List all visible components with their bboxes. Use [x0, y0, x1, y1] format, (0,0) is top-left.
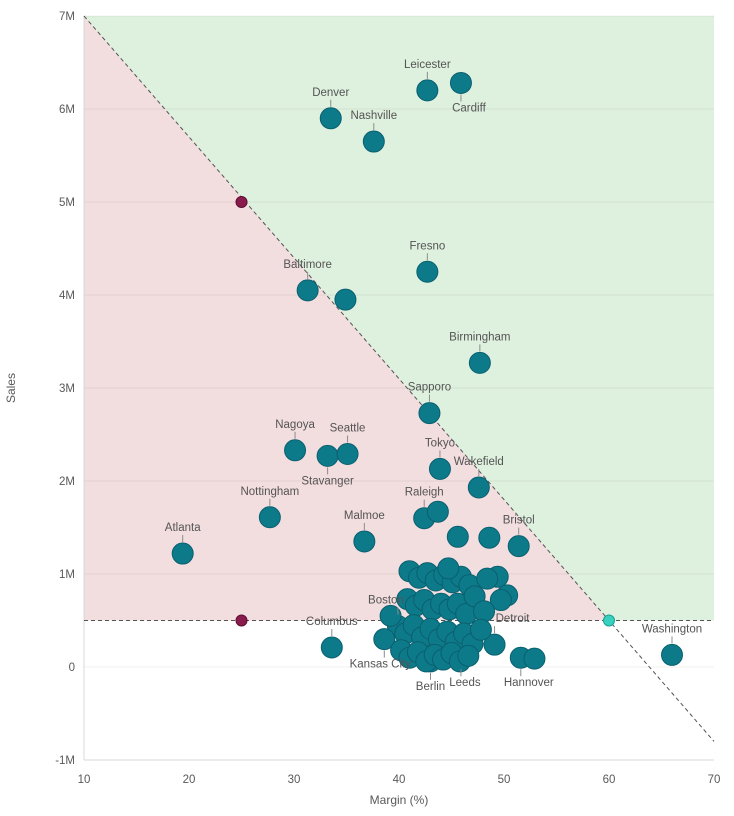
point-label: Nottingham [240, 486, 299, 498]
data-point[interactable] [661, 643, 683, 666]
data-point[interactable] [296, 279, 319, 302]
x-tick-label: 10 [78, 774, 91, 786]
point-label: Nagoya [275, 419, 315, 431]
data-point[interactable] [416, 260, 439, 283]
x-tick-label: 70 [708, 774, 721, 786]
data-point[interactable] [334, 288, 357, 311]
data-point[interactable] [507, 535, 530, 558]
point-label: Seattle [330, 423, 366, 435]
point-label: Washington [642, 623, 702, 635]
y-tick-label: 1M [59, 569, 75, 581]
data-point[interactable] [523, 647, 546, 670]
data-point[interactable] [336, 443, 359, 466]
point-label: Atlanta [165, 522, 201, 534]
data-point[interactable] [428, 457, 451, 480]
point-label: Nashville [350, 110, 397, 122]
y-tick-label: -1M [55, 755, 75, 767]
data-point[interactable] [316, 444, 339, 467]
point-label: Bristol [503, 515, 535, 527]
x-tick-label: 40 [393, 774, 406, 786]
point-label: Raleigh [405, 487, 444, 499]
data-point[interactable] [362, 130, 385, 153]
y-tick-label: 2M [59, 476, 75, 488]
data-point[interactable] [437, 557, 460, 580]
point-label: Wakefield [454, 456, 504, 468]
data-point[interactable] [373, 628, 396, 651]
x-tick-label: 60 [603, 774, 616, 786]
data-point[interactable] [258, 506, 281, 529]
x-tick-label: 30 [288, 774, 301, 786]
x-axis-title: Margin (%) [369, 793, 429, 807]
point-label: Malmoe [344, 510, 385, 522]
point-label: Boston [368, 595, 404, 607]
data-point[interactable] [320, 636, 343, 659]
data-point[interactable] [476, 567, 499, 590]
point-label: Columbus [306, 616, 358, 628]
data-point[interactable] [469, 618, 492, 641]
point-label: Detroit [496, 613, 531, 625]
reference-point[interactable] [235, 196, 248, 208]
data-point[interactable] [449, 71, 472, 94]
point-label: Leeds [449, 677, 481, 689]
data-point[interactable] [468, 351, 491, 374]
point-label: Birmingham [449, 331, 510, 343]
point-label: Baltimore [283, 259, 332, 271]
data-point[interactable] [284, 439, 307, 462]
x-tick-label: 20 [183, 774, 196, 786]
data-point[interactable] [171, 542, 194, 565]
y-tick-label: 4M [59, 290, 75, 302]
point-label: Cardiff [452, 102, 486, 114]
point-label: Leicester [404, 59, 451, 71]
point-label: Stavanger [301, 475, 354, 487]
y-tick-label: 3M [59, 383, 75, 395]
reference-point[interactable] [603, 614, 615, 627]
data-point[interactable] [483, 633, 506, 656]
x-tick-label: 50 [498, 774, 511, 786]
data-point[interactable] [489, 589, 512, 612]
data-point[interactable] [473, 600, 496, 623]
point-label: Fresno [409, 240, 445, 252]
data-point[interactable] [418, 402, 441, 425]
data-point[interactable] [457, 644, 480, 667]
region-above-target-green [84, 16, 714, 621]
data-point[interactable] [379, 604, 402, 627]
reference-point[interactable] [235, 614, 248, 627]
data-point[interactable] [446, 525, 469, 548]
data-point[interactable] [353, 530, 376, 553]
y-tick-label: 5M [59, 197, 75, 209]
data-point[interactable] [467, 476, 490, 499]
y-tick-label: 6M [59, 104, 75, 116]
point-label: Hannover [504, 677, 554, 689]
point-label: Sapporo [408, 382, 451, 394]
data-point[interactable] [416, 79, 439, 102]
data-point[interactable] [319, 107, 342, 130]
point-label: Kansas City [350, 659, 412, 671]
y-tick-label: 7M [59, 11, 75, 23]
data-point[interactable] [426, 500, 449, 523]
point-label: Berlin [416, 681, 445, 693]
point-label: Denver [312, 87, 349, 99]
point-label: Tokyo [425, 437, 455, 449]
data-point[interactable] [478, 526, 501, 549]
y-tick-label: 0 [69, 662, 75, 674]
